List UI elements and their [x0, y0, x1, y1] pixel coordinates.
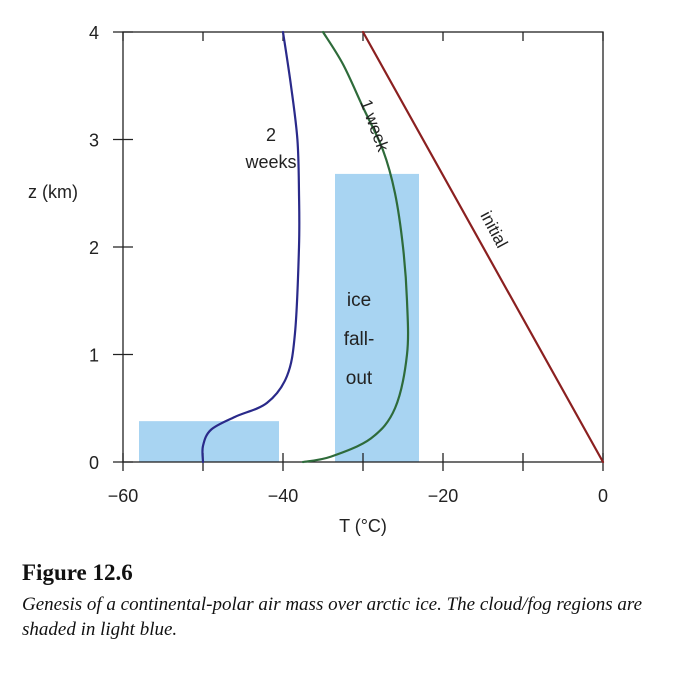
- ticks: −60 −40 −20 0 0 1 2 3 4: [89, 23, 608, 506]
- y-tick-label: 1: [89, 346, 99, 366]
- shaded-region-low-fog: [139, 421, 279, 462]
- y-axis-label: z (km): [28, 182, 78, 202]
- series-lines: [201, 30, 605, 464]
- series-line-initial: [361, 30, 605, 464]
- x-tick-label: −60: [108, 486, 139, 506]
- chart: −60 −40 −20 0 0 1 2 3 4 z (km) T (°C) initial 1 …: [28, 23, 608, 536]
- x-tick-label: 0: [598, 486, 608, 506]
- series-line-1-week: [301, 30, 410, 464]
- shaded-region-ice-fallout: [335, 173, 419, 462]
- ice-fallout-label-line1: ice: [347, 290, 371, 311]
- series-line-2-weeks: [201, 30, 301, 464]
- x-tick-label: −20: [428, 486, 459, 506]
- y-tick-label: 3: [89, 131, 99, 151]
- ice-fallout-label-line3: out: [346, 368, 373, 389]
- figure-caption: Genesis of a continental-polar air mass …: [22, 594, 643, 640]
- y-tick-label: 2: [89, 238, 99, 258]
- y-tick-label: 0: [89, 453, 99, 473]
- series-label-2-weeks-line2: weeks: [244, 152, 296, 172]
- series-label-2-weeks-line1: 2: [266, 125, 276, 145]
- labels: z (km) T (°C) initial 1 week 2 weeks ice…: [28, 97, 511, 536]
- shaded-regions: [139, 173, 419, 462]
- x-axis-label: T (°C): [339, 516, 387, 536]
- figure-title: Figure 12.6: [22, 560, 133, 585]
- y-tick-label: 4: [89, 23, 99, 43]
- series-label-1-week: 1 week: [356, 97, 392, 155]
- x-tick-label: −40: [268, 486, 299, 506]
- ice-fallout-label-line2: fall-: [344, 329, 375, 350]
